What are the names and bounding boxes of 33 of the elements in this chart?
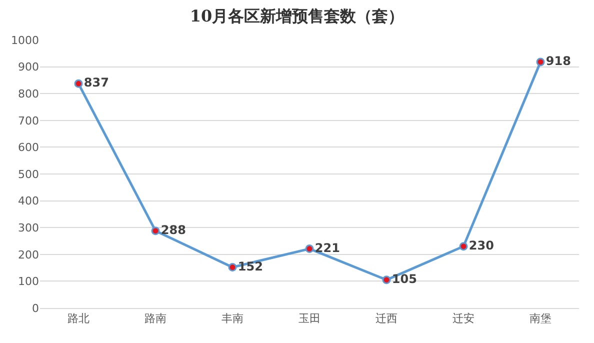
x-tick-label: 迁西 (376, 312, 398, 326)
y-tick-label: 500 (18, 168, 39, 181)
y-tick-label: 300 (18, 221, 39, 234)
y-tick-label: 800 (18, 87, 39, 100)
y-tick-label: 100 (18, 275, 39, 288)
y-tick-label: 200 (18, 248, 39, 262)
x-tick-label: 迁安 (452, 312, 474, 326)
point (305, 244, 314, 254)
point (459, 242, 468, 251)
x-tick-label: 南堡 (530, 312, 552, 326)
x-tick-label: 路北 (68, 312, 90, 326)
data-label: 918 (546, 54, 571, 68)
data-label: 230 (468, 238, 494, 252)
point (382, 276, 391, 284)
x-tick-label: 路南 (144, 312, 166, 326)
data-label: 288 (160, 222, 186, 237)
point (74, 79, 83, 88)
point (151, 226, 160, 236)
y-tick-label: 1000 (11, 34, 39, 47)
y-tick-label: 400 (18, 194, 39, 208)
chart-title: 10月各区新增预售套数（套） (190, 6, 404, 26)
x-tick-label: 丰南 (222, 312, 244, 326)
y-tick-label: 900 (18, 60, 39, 74)
y-tick-label: 700 (18, 114, 39, 128)
y-tick-label: 0 (32, 302, 39, 315)
point (536, 58, 545, 66)
x-tick-label: 玉田 (298, 312, 320, 326)
data-label: 837 (84, 76, 109, 90)
data-label: 105 (392, 272, 417, 286)
y-tick-label: 600 (18, 141, 39, 154)
point (228, 263, 237, 272)
data-label: 152 (238, 259, 263, 274)
data-label: 221 (314, 240, 340, 255)
